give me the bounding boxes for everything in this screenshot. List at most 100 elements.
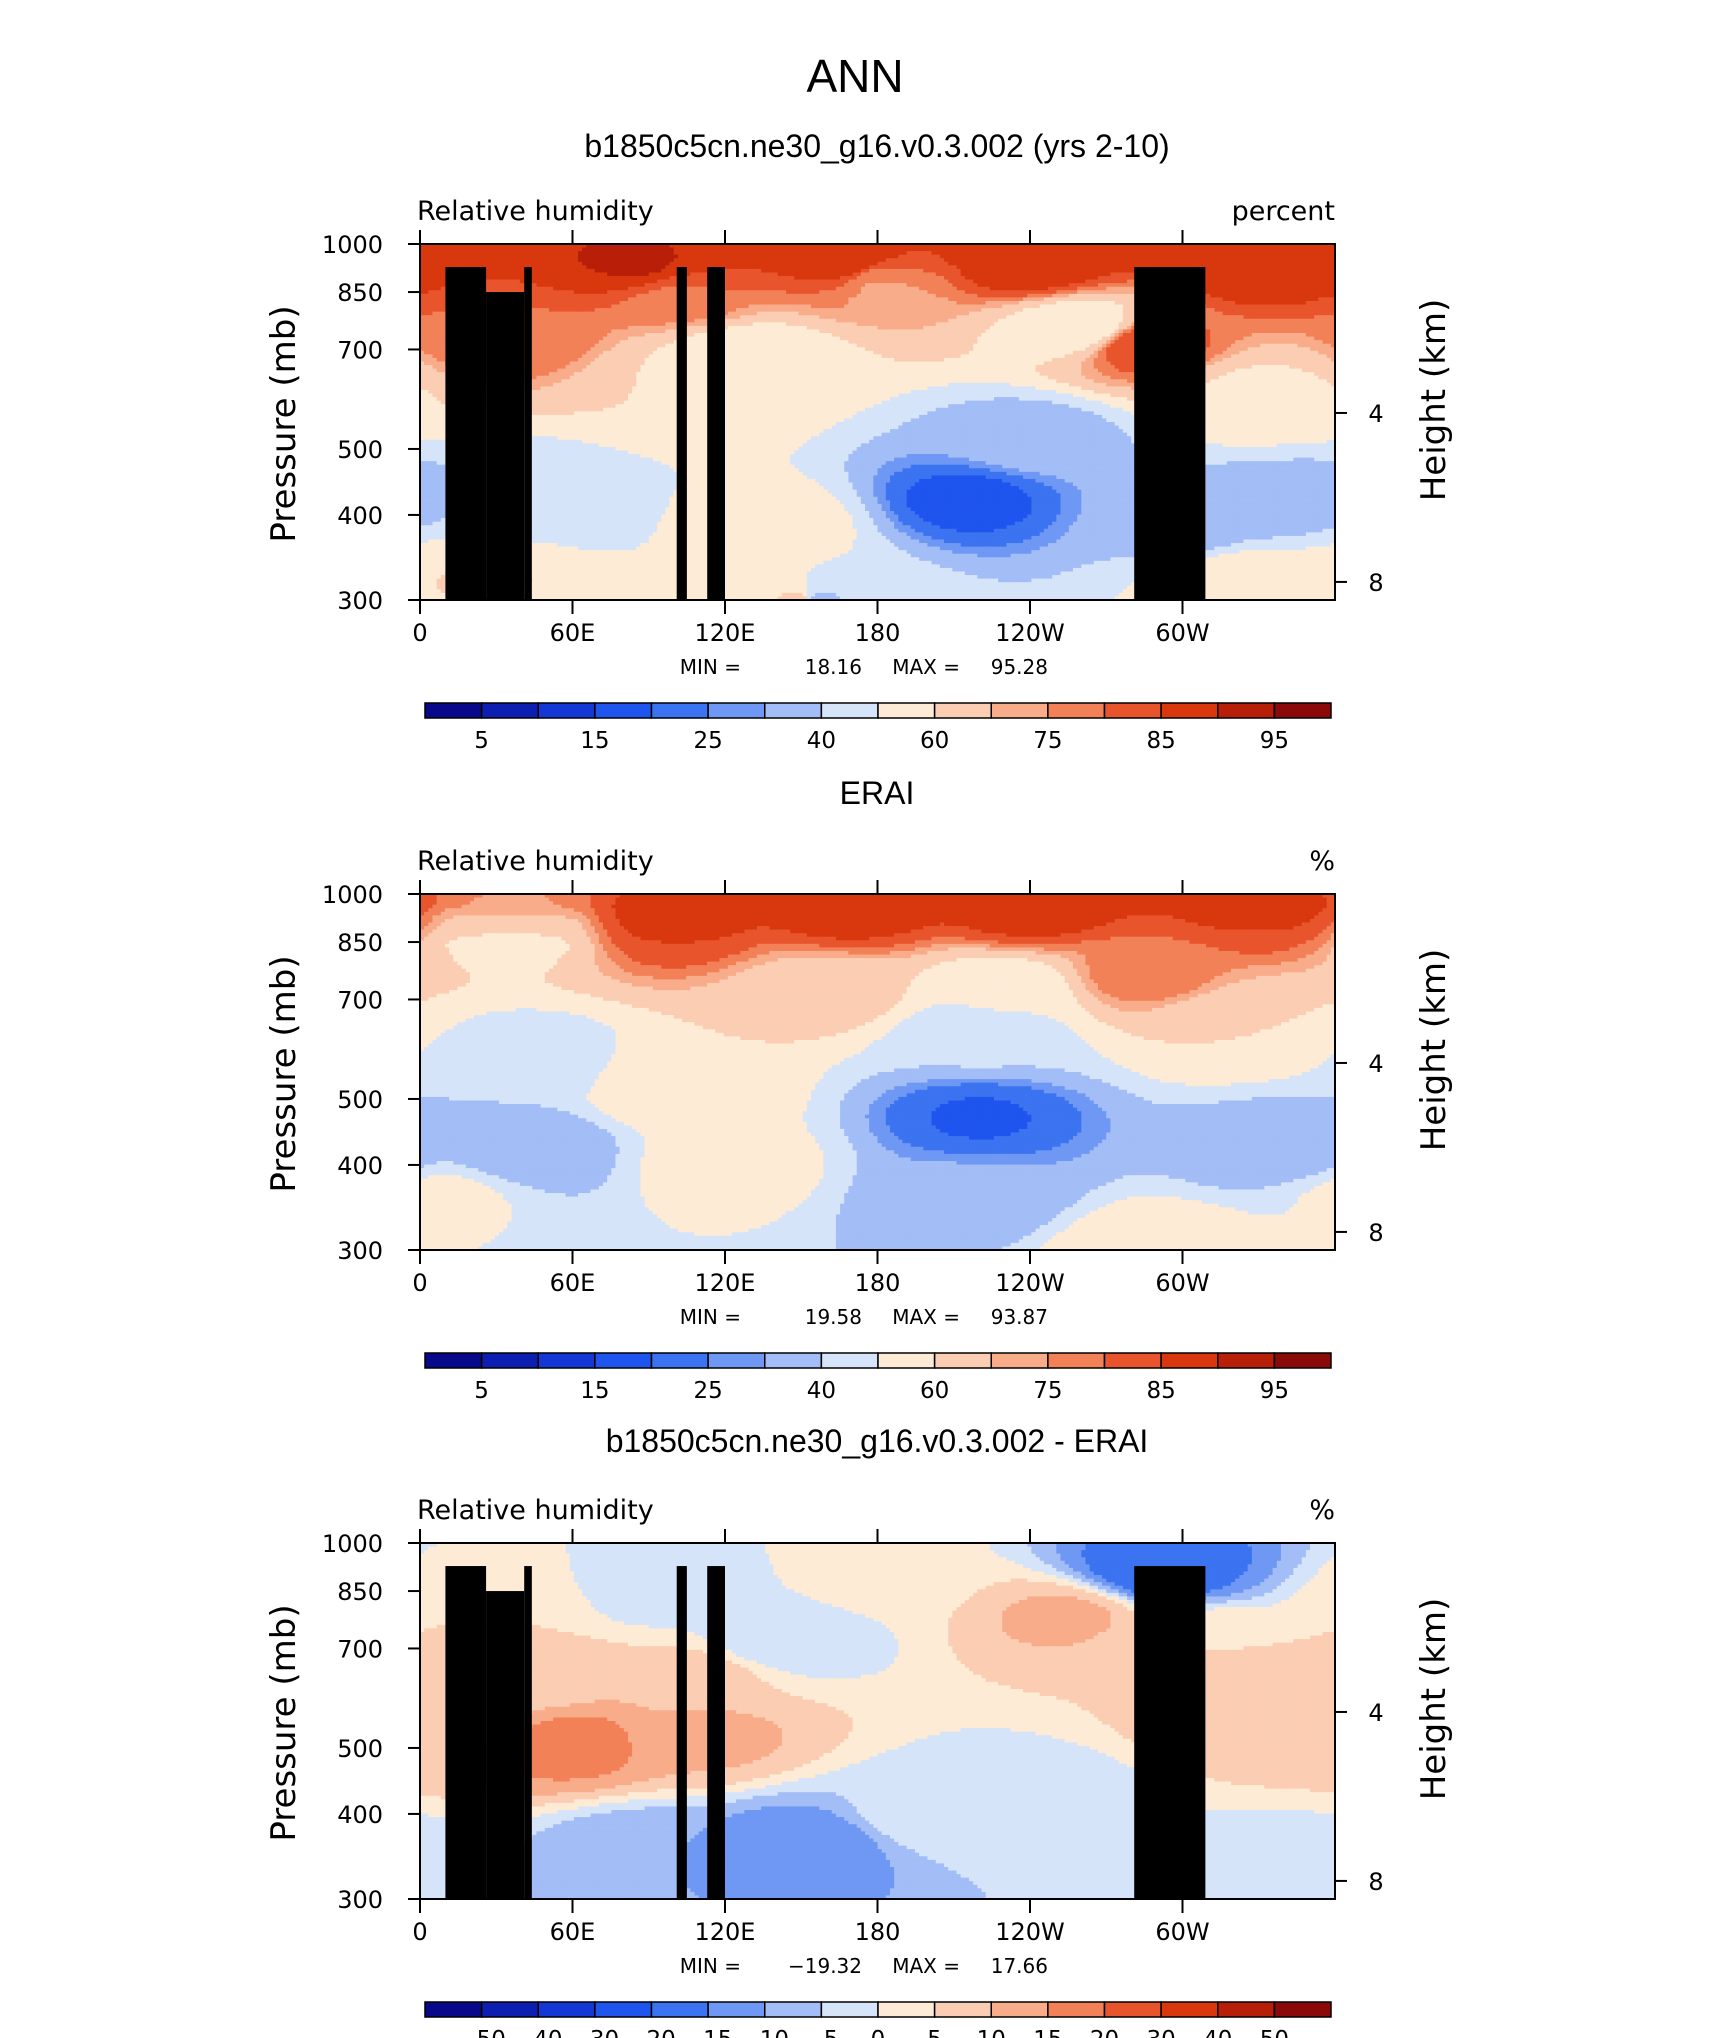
field-cell bbox=[1206, 276, 1211, 280]
field-cell bbox=[744, 276, 749, 280]
field-cell bbox=[794, 258, 799, 262]
field-cell bbox=[732, 272, 737, 276]
field-cell bbox=[907, 272, 912, 276]
field-cell bbox=[557, 258, 562, 262]
field-cell bbox=[570, 269, 575, 273]
field-cell bbox=[786, 283, 791, 287]
field-cell bbox=[549, 272, 554, 276]
field-cell bbox=[636, 262, 641, 266]
field-cell bbox=[957, 283, 962, 287]
field-cell bbox=[749, 258, 754, 262]
field-cell bbox=[1002, 265, 1007, 269]
field-cell bbox=[1281, 258, 1286, 262]
field-cell bbox=[1110, 280, 1115, 284]
field-cell bbox=[686, 255, 691, 259]
field-cell bbox=[1244, 255, 1249, 259]
field-cell bbox=[1198, 248, 1203, 252]
field-cell bbox=[878, 272, 883, 276]
field-cell bbox=[649, 262, 654, 266]
field-cell bbox=[586, 283, 591, 287]
field-cell bbox=[869, 251, 874, 255]
field-cell bbox=[1019, 269, 1024, 273]
field-cell bbox=[1206, 272, 1211, 276]
field-cell bbox=[803, 255, 808, 259]
field-cell bbox=[1140, 248, 1145, 252]
field-cell bbox=[586, 265, 591, 269]
field-cell bbox=[740, 251, 745, 255]
field-cell bbox=[915, 272, 920, 276]
field-cell bbox=[832, 283, 837, 287]
field-cell bbox=[1289, 251, 1294, 255]
field-cell bbox=[582, 269, 587, 273]
field-cell bbox=[948, 272, 953, 276]
field-cell bbox=[952, 283, 957, 287]
field-cell bbox=[1011, 248, 1016, 252]
field-cell bbox=[1073, 258, 1078, 262]
field-cell bbox=[744, 248, 749, 252]
field-cell bbox=[503, 272, 508, 276]
field-cell bbox=[1011, 255, 1016, 259]
field-cell bbox=[919, 280, 924, 284]
field-cell bbox=[599, 276, 604, 280]
field-cell bbox=[1036, 272, 1041, 276]
field-cell bbox=[1052, 276, 1057, 280]
field-cell bbox=[1077, 276, 1082, 280]
field-cell bbox=[628, 280, 633, 284]
field-cell bbox=[965, 251, 970, 255]
field-cell bbox=[661, 258, 666, 262]
field-cell bbox=[1239, 280, 1244, 284]
field-cell bbox=[753, 283, 758, 287]
field-cell bbox=[1298, 276, 1303, 280]
field-cell bbox=[790, 265, 795, 269]
field-cell bbox=[1135, 262, 1140, 266]
field-cell bbox=[1239, 255, 1244, 259]
field-cell bbox=[848, 269, 853, 273]
field-cell bbox=[1044, 269, 1049, 273]
field-cell bbox=[1235, 269, 1240, 273]
field-cell bbox=[1298, 262, 1303, 266]
field-cell bbox=[536, 248, 541, 252]
field-cell bbox=[973, 280, 978, 284]
field-cell bbox=[670, 276, 675, 280]
field-cell bbox=[882, 272, 887, 276]
field-cell bbox=[1073, 276, 1078, 280]
field-cell bbox=[432, 255, 437, 259]
field-cell bbox=[882, 280, 887, 284]
field-cell bbox=[1006, 265, 1011, 269]
field-cell bbox=[474, 251, 479, 255]
field-cell bbox=[1239, 269, 1244, 273]
field-cell bbox=[591, 272, 596, 276]
field-cell bbox=[1318, 248, 1323, 252]
field-cell bbox=[957, 280, 962, 284]
field-cell bbox=[740, 265, 745, 269]
field-cell bbox=[749, 272, 754, 276]
field-cell bbox=[1248, 251, 1253, 255]
field-cell bbox=[1106, 262, 1111, 266]
field-cell bbox=[1073, 251, 1078, 255]
field-cell bbox=[1135, 248, 1140, 252]
field-cell bbox=[1310, 269, 1315, 273]
field-cell bbox=[744, 265, 749, 269]
field-cell bbox=[1077, 248, 1082, 252]
field-cell bbox=[765, 269, 770, 273]
field-cell bbox=[553, 251, 558, 255]
field-cell bbox=[961, 272, 966, 276]
field-cell bbox=[620, 248, 625, 252]
field-cell bbox=[1027, 269, 1032, 273]
field-cell bbox=[740, 272, 745, 276]
field-cell bbox=[1065, 269, 1070, 273]
field-cell bbox=[636, 265, 641, 269]
field-cell bbox=[1040, 255, 1045, 259]
field-cell bbox=[1289, 262, 1294, 266]
field-cell bbox=[890, 280, 895, 284]
field-cell bbox=[645, 255, 650, 259]
field-cell bbox=[1273, 269, 1278, 273]
field-cell bbox=[1231, 248, 1236, 252]
field-cell bbox=[798, 265, 803, 269]
field-cell bbox=[661, 276, 666, 280]
field-cell bbox=[1040, 280, 1045, 284]
field-cell bbox=[482, 251, 487, 255]
field-cell bbox=[649, 265, 654, 269]
field-cell bbox=[1036, 265, 1041, 269]
field-cell bbox=[1306, 269, 1311, 273]
